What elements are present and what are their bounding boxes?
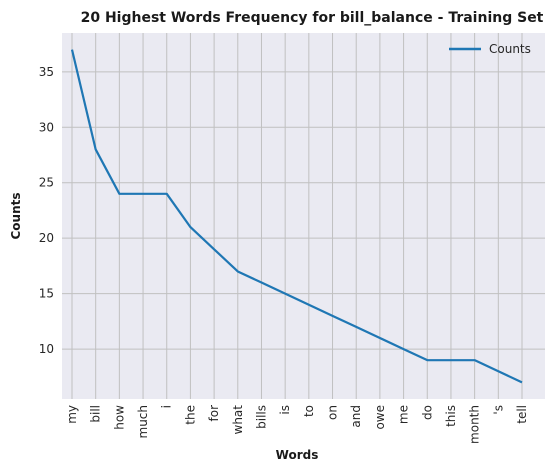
x-tick-label: for: [207, 405, 221, 422]
x-tick-label: bills: [254, 405, 268, 429]
x-tick-label: and: [349, 405, 363, 428]
x-tick-label: owe: [373, 405, 387, 430]
y-tick-label: 30: [39, 120, 54, 134]
x-tick-label: month: [468, 405, 482, 444]
x-axis: my bill how much i the for what bills is to on and ow…: [65, 405, 529, 444]
x-axis-label: Words: [276, 448, 319, 462]
grid-layer: [62, 33, 545, 399]
y-axis: 10 15 20 25 30 35: [39, 65, 54, 356]
x-tick-label: what: [231, 405, 245, 435]
x-tick-label: 's: [491, 405, 505, 415]
x-tick-label: how: [112, 405, 126, 430]
y-axis-label: Counts: [9, 192, 23, 239]
series-line-0: [70, 49, 523, 384]
x-tick-label: do: [420, 405, 434, 420]
x-tick-label: my: [65, 405, 79, 424]
x-tick-label: tell: [515, 405, 529, 424]
x-tick-label: the: [183, 405, 197, 425]
x-tick-label: bill: [89, 405, 103, 423]
x-tick-label: much: [136, 405, 150, 439]
x-tick-label: is: [278, 405, 292, 415]
y-tick-label: 35: [39, 65, 54, 79]
x-tick-label: on: [326, 405, 340, 420]
x-tick-label: to: [302, 405, 316, 417]
y-tick-label: 25: [39, 176, 54, 190]
y-tick-label: 20: [39, 231, 54, 245]
plot-area: [62, 33, 545, 399]
legend-label: Counts: [489, 42, 531, 56]
legend: Counts: [449, 42, 531, 56]
y-tick-label: 15: [39, 287, 54, 301]
y-tick-label: 10: [39, 342, 54, 356]
x-tick-label: i: [160, 405, 174, 408]
series-layer: [70, 49, 523, 384]
chart-title: 20 Highest Words Frequency for bill_bala…: [81, 10, 544, 26]
x-tick-label: me: [397, 405, 411, 424]
x-tick-label: this: [444, 405, 458, 427]
